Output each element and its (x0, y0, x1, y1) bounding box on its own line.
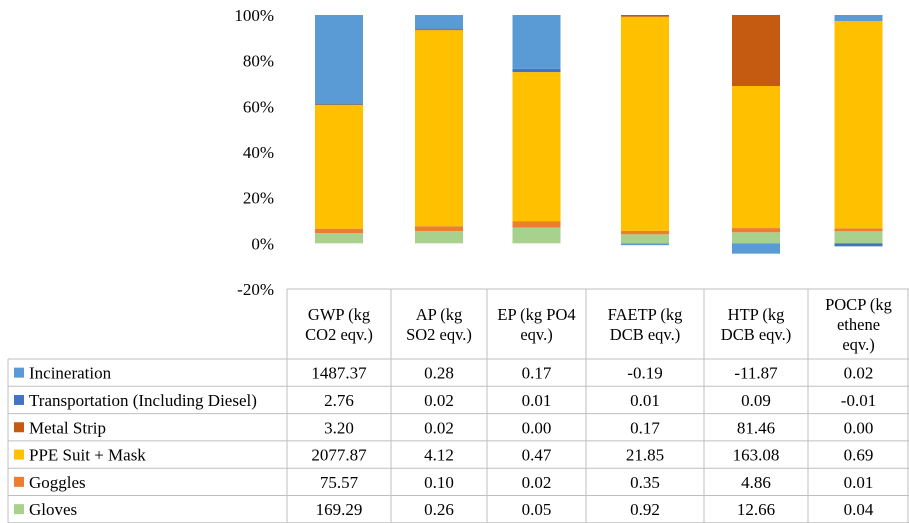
y-tick-label: 0% (251, 234, 274, 253)
bar-segment (315, 233, 363, 244)
y-tick-label: 100% (234, 6, 274, 25)
bar-segment (315, 15, 363, 104)
category-label: EP (kg PO4 eqv.) (497, 305, 575, 344)
bar-segment (621, 15, 669, 17)
bar-segment (512, 15, 561, 69)
series-label: Gloves (29, 500, 77, 519)
bar-segment (415, 28, 463, 30)
bar-segment (512, 227, 561, 244)
bar-segment (415, 230, 463, 244)
bar-segment (834, 228, 883, 232)
data-label: 4.86 (741, 473, 771, 492)
legend-swatch (14, 367, 24, 378)
legend-swatch (14, 394, 24, 405)
data-label: 0.35 (630, 473, 660, 492)
data-label: 0.09 (741, 391, 771, 410)
bar-segment (732, 232, 780, 244)
bar-segment (621, 234, 669, 244)
bar-segment (621, 16, 669, 231)
bar-segment (621, 243, 669, 246)
bar-segment (512, 68, 561, 73)
data-label: -11.87 (734, 364, 778, 383)
data-label: 0.17 (630, 418, 660, 437)
bar-segment (732, 15, 780, 16)
series-label: Goggles (29, 473, 86, 492)
bar-segment (732, 86, 780, 229)
data-label: 0.28 (424, 364, 454, 383)
legend-swatch (14, 504, 24, 515)
bar-segment (415, 29, 463, 31)
bar-segment (834, 231, 883, 244)
data-table: GWP (kg CO2 eqv.) AP (kg SO2 eqv.) EP (kg PO… (7, 288, 909, 523)
bar-segment (621, 15, 669, 16)
data-label: -0.01 (841, 391, 876, 410)
data-label: 0.26 (424, 500, 454, 519)
data-label: 0.02 (424, 418, 454, 437)
category-label: GWP (kg CO2 eqv.) (305, 305, 373, 344)
series-label: Transportation (Including Diesel) (29, 391, 257, 410)
bar-segment (512, 72, 561, 222)
y-tick-label: -20% (237, 280, 274, 299)
bar-segment (315, 104, 363, 229)
y-tick-label: 40% (243, 143, 274, 162)
data-label: 0.00 (844, 418, 874, 437)
legend-swatch (14, 422, 24, 433)
bar-segment (315, 228, 363, 234)
bar-segment (512, 221, 561, 228)
data-label: 3.20 (324, 418, 354, 437)
data-label: 0.02 (844, 364, 874, 383)
series-label: Incineration (29, 364, 112, 383)
data-label: 0.04 (844, 500, 874, 519)
data-label: 0.17 (522, 364, 552, 383)
data-label: 0.05 (522, 500, 552, 519)
y-tick-label: 20% (243, 189, 274, 208)
data-label: 0.01 (522, 391, 552, 410)
data-label: 0.47 (522, 446, 552, 465)
data-label: 0.02 (424, 391, 454, 410)
bar-segment (621, 230, 669, 235)
data-label: 0.02 (522, 473, 552, 492)
y-tick-label: 80% (243, 52, 274, 71)
y-tick-label: 60% (243, 97, 274, 116)
series-label: Metal Strip (29, 418, 106, 437)
data-label: 4.12 (424, 446, 454, 465)
data-label: 2077.87 (311, 446, 367, 465)
data-label: -0.19 (627, 364, 662, 383)
data-label: 81.46 (737, 418, 775, 437)
data-label: 75.57 (320, 473, 359, 492)
data-label: 0.01 (844, 473, 874, 492)
bar-segment (315, 103, 363, 105)
data-label: 0.01 (630, 391, 660, 410)
bar-segment (834, 15, 883, 22)
legend-swatch (14, 449, 24, 460)
bar-segment (415, 226, 463, 231)
data-label: 0.00 (522, 418, 552, 437)
bar-segment (834, 21, 883, 229)
bar-segment (834, 243, 883, 247)
data-label: 21.85 (626, 446, 664, 465)
bar-segment (732, 228, 780, 233)
category-label: FAETP (kg DCB eqv.) (608, 305, 683, 344)
category-label: AP (kg SO2 eqv.) (406, 305, 472, 344)
legend-swatch (14, 476, 24, 487)
data-label: 12.66 (737, 500, 775, 519)
data-label: 0.10 (424, 473, 454, 492)
bar-segment (415, 30, 463, 227)
bar-segment (732, 15, 780, 87)
category-label: POCP (kg ethene eqv.) (825, 295, 892, 354)
data-label: 169.29 (316, 500, 363, 519)
category-label: HTP (kg DCB eqv.) (721, 305, 791, 344)
bar-segment (415, 15, 463, 29)
data-label: 163.08 (733, 446, 780, 465)
bars (315, 15, 883, 254)
y-axis: -20% 0% 20% 40% 60% 80% 100% (234, 6, 274, 299)
data-label: 0.69 (844, 446, 874, 465)
data-label: 2.76 (324, 391, 354, 410)
bar-segment (732, 243, 780, 254)
data-label: 1487.37 (311, 364, 367, 383)
series-label: PPE Suit + Mask (29, 446, 146, 465)
data-label: 0.92 (630, 500, 660, 519)
